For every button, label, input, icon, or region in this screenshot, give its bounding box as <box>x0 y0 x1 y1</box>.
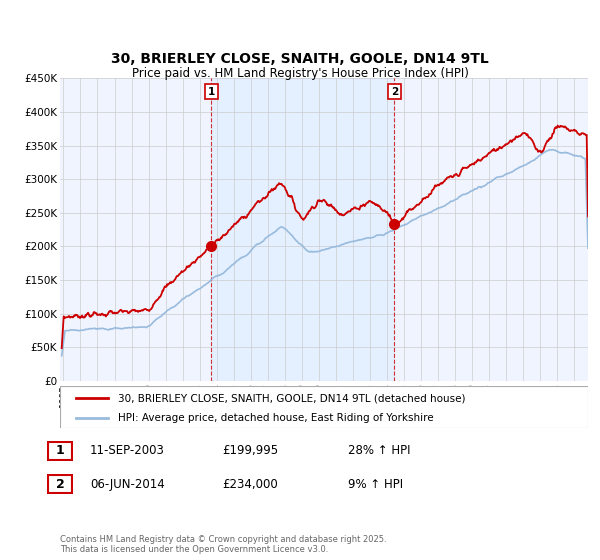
Text: 2: 2 <box>391 87 398 97</box>
FancyBboxPatch shape <box>60 386 588 428</box>
Text: 06-JUN-2014: 06-JUN-2014 <box>90 478 165 491</box>
FancyBboxPatch shape <box>48 475 72 493</box>
Text: 1: 1 <box>208 87 215 97</box>
Bar <box>211 78 394 381</box>
Text: £234,000: £234,000 <box>222 478 278 491</box>
Text: HPI: Average price, detached house, East Riding of Yorkshire: HPI: Average price, detached house, East… <box>118 413 434 423</box>
Text: 30, BRIERLEY CLOSE, SNAITH, GOOLE, DN14 9TL: 30, BRIERLEY CLOSE, SNAITH, GOOLE, DN14 … <box>111 52 489 66</box>
Text: 28% ↑ HPI: 28% ↑ HPI <box>348 444 410 458</box>
Text: 1: 1 <box>56 444 64 458</box>
Text: 30, BRIERLEY CLOSE, SNAITH, GOOLE, DN14 9TL (detached house): 30, BRIERLEY CLOSE, SNAITH, GOOLE, DN14 … <box>118 393 466 403</box>
Text: 2: 2 <box>56 478 64 491</box>
Text: Price paid vs. HM Land Registry's House Price Index (HPI): Price paid vs. HM Land Registry's House … <box>131 67 469 81</box>
Text: 11-SEP-2003: 11-SEP-2003 <box>90 444 165 458</box>
Text: 9% ↑ HPI: 9% ↑ HPI <box>348 478 403 491</box>
FancyBboxPatch shape <box>48 442 72 460</box>
Text: Contains HM Land Registry data © Crown copyright and database right 2025.
This d: Contains HM Land Registry data © Crown c… <box>60 535 386 554</box>
Text: £199,995: £199,995 <box>222 444 278 458</box>
